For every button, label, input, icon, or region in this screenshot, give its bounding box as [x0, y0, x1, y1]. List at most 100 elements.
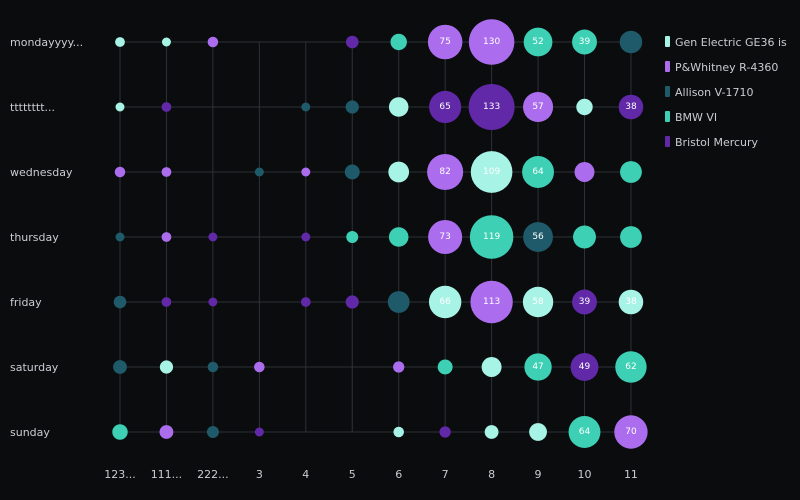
- data-label: 56: [532, 232, 544, 242]
- bubble: [390, 33, 407, 51]
- bubble: [469, 215, 514, 259]
- data-label: 38: [625, 102, 637, 112]
- x-tick-label: 222...: [197, 468, 229, 481]
- bubble: [208, 297, 218, 307]
- data-label: 49: [579, 362, 591, 372]
- y-tick-label: mondayyyy...: [10, 36, 83, 49]
- x-tick-label: 111...: [151, 468, 183, 481]
- data-label: 64: [579, 427, 591, 437]
- legend-label: BMW VI: [675, 111, 717, 124]
- x-tick-label: 4: [302, 468, 309, 481]
- bubble: [161, 102, 172, 112]
- y-tick-label: sunday: [10, 426, 50, 439]
- data-label: 133: [483, 102, 500, 112]
- x-tick-label: 3: [256, 468, 263, 481]
- y-tick-label: thursday: [10, 231, 59, 244]
- bubble: [572, 289, 597, 315]
- bubble: [387, 291, 410, 313]
- bubble: [393, 426, 404, 438]
- bubble: [618, 289, 644, 315]
- data-label: 119: [483, 232, 500, 242]
- x-tick-label: 8: [488, 468, 495, 481]
- bubble: [254, 167, 264, 177]
- bubble: [344, 164, 360, 180]
- y-tick-label: saturday: [10, 361, 59, 374]
- bubble: [113, 360, 127, 374]
- bubble: [115, 102, 125, 112]
- bubble: [615, 351, 647, 383]
- bubble: [388, 161, 410, 183]
- bubble: [161, 37, 171, 47]
- bubble: [345, 295, 359, 309]
- bubble: [300, 297, 311, 307]
- bubble: [468, 84, 515, 130]
- y-tick-label: friday: [10, 296, 42, 309]
- bubble: [429, 90, 462, 124]
- bubble: [161, 232, 172, 242]
- bubble: [576, 98, 593, 116]
- legend-swatch: [665, 136, 670, 147]
- bubble: [481, 357, 502, 377]
- data-label: 47: [532, 362, 543, 372]
- x-tick-label: 6: [395, 468, 402, 481]
- bubble: [206, 426, 219, 438]
- bubble: [301, 232, 311, 242]
- bubble: [161, 297, 172, 307]
- data-label: 38: [625, 297, 637, 307]
- bubble: [573, 225, 596, 249]
- legend-swatch: [665, 36, 670, 47]
- legend-label: Gen Electric GE36 is: [675, 36, 787, 49]
- bubble: [620, 226, 642, 248]
- data-label: 75: [439, 37, 450, 47]
- bubble: [437, 359, 453, 375]
- x-tick-label: 123...: [104, 468, 136, 481]
- data-label: 39: [579, 37, 591, 47]
- bubble: [570, 353, 599, 381]
- bubble: [428, 219, 463, 255]
- x-tick-label: 9: [535, 468, 542, 481]
- legend-label: Allison V-1710: [675, 86, 753, 99]
- bubble: [428, 285, 462, 319]
- legend-label: Bristol Mercury: [675, 136, 759, 149]
- x-tick-label: 5: [349, 468, 356, 481]
- bubble: [393, 361, 405, 373]
- bubble: [345, 100, 359, 114]
- data-label: 73: [439, 232, 450, 242]
- bubble: [568, 416, 601, 448]
- bubble: [427, 153, 464, 191]
- bubble: [574, 162, 595, 182]
- data-label: 52: [532, 37, 543, 47]
- grid-lines: [119, 41, 632, 433]
- bubble: [346, 231, 359, 243]
- bubble: [614, 415, 648, 449]
- legend-swatch: [665, 61, 670, 72]
- data-label: 82: [439, 167, 450, 177]
- bubble: [207, 361, 219, 373]
- bubble: [522, 91, 554, 123]
- bubble: [301, 167, 311, 177]
- bubble: [161, 167, 172, 177]
- data-label: 66: [439, 297, 451, 307]
- bubble: [114, 166, 126, 178]
- bubble: [620, 161, 642, 183]
- bubble: [159, 360, 174, 374]
- bubble: [522, 156, 554, 188]
- legend-label: P&Whitney R-4360: [675, 61, 778, 74]
- bubble: [113, 295, 127, 309]
- data-label: 113: [483, 297, 500, 307]
- bubble: [572, 29, 597, 55]
- y-tick-label: tttttttt...: [10, 101, 55, 114]
- bubble: [115, 37, 125, 47]
- bubble: [208, 232, 218, 242]
- bubble: [522, 286, 554, 318]
- data-label: 39: [579, 297, 591, 307]
- bubble: [388, 97, 409, 117]
- x-tick-label: 10: [578, 468, 592, 481]
- bubble: [254, 361, 265, 373]
- bubble: [484, 425, 499, 439]
- bubble: [468, 19, 515, 65]
- bubble: [524, 353, 552, 381]
- data-label: 57: [532, 102, 543, 112]
- bubble: [470, 280, 513, 324]
